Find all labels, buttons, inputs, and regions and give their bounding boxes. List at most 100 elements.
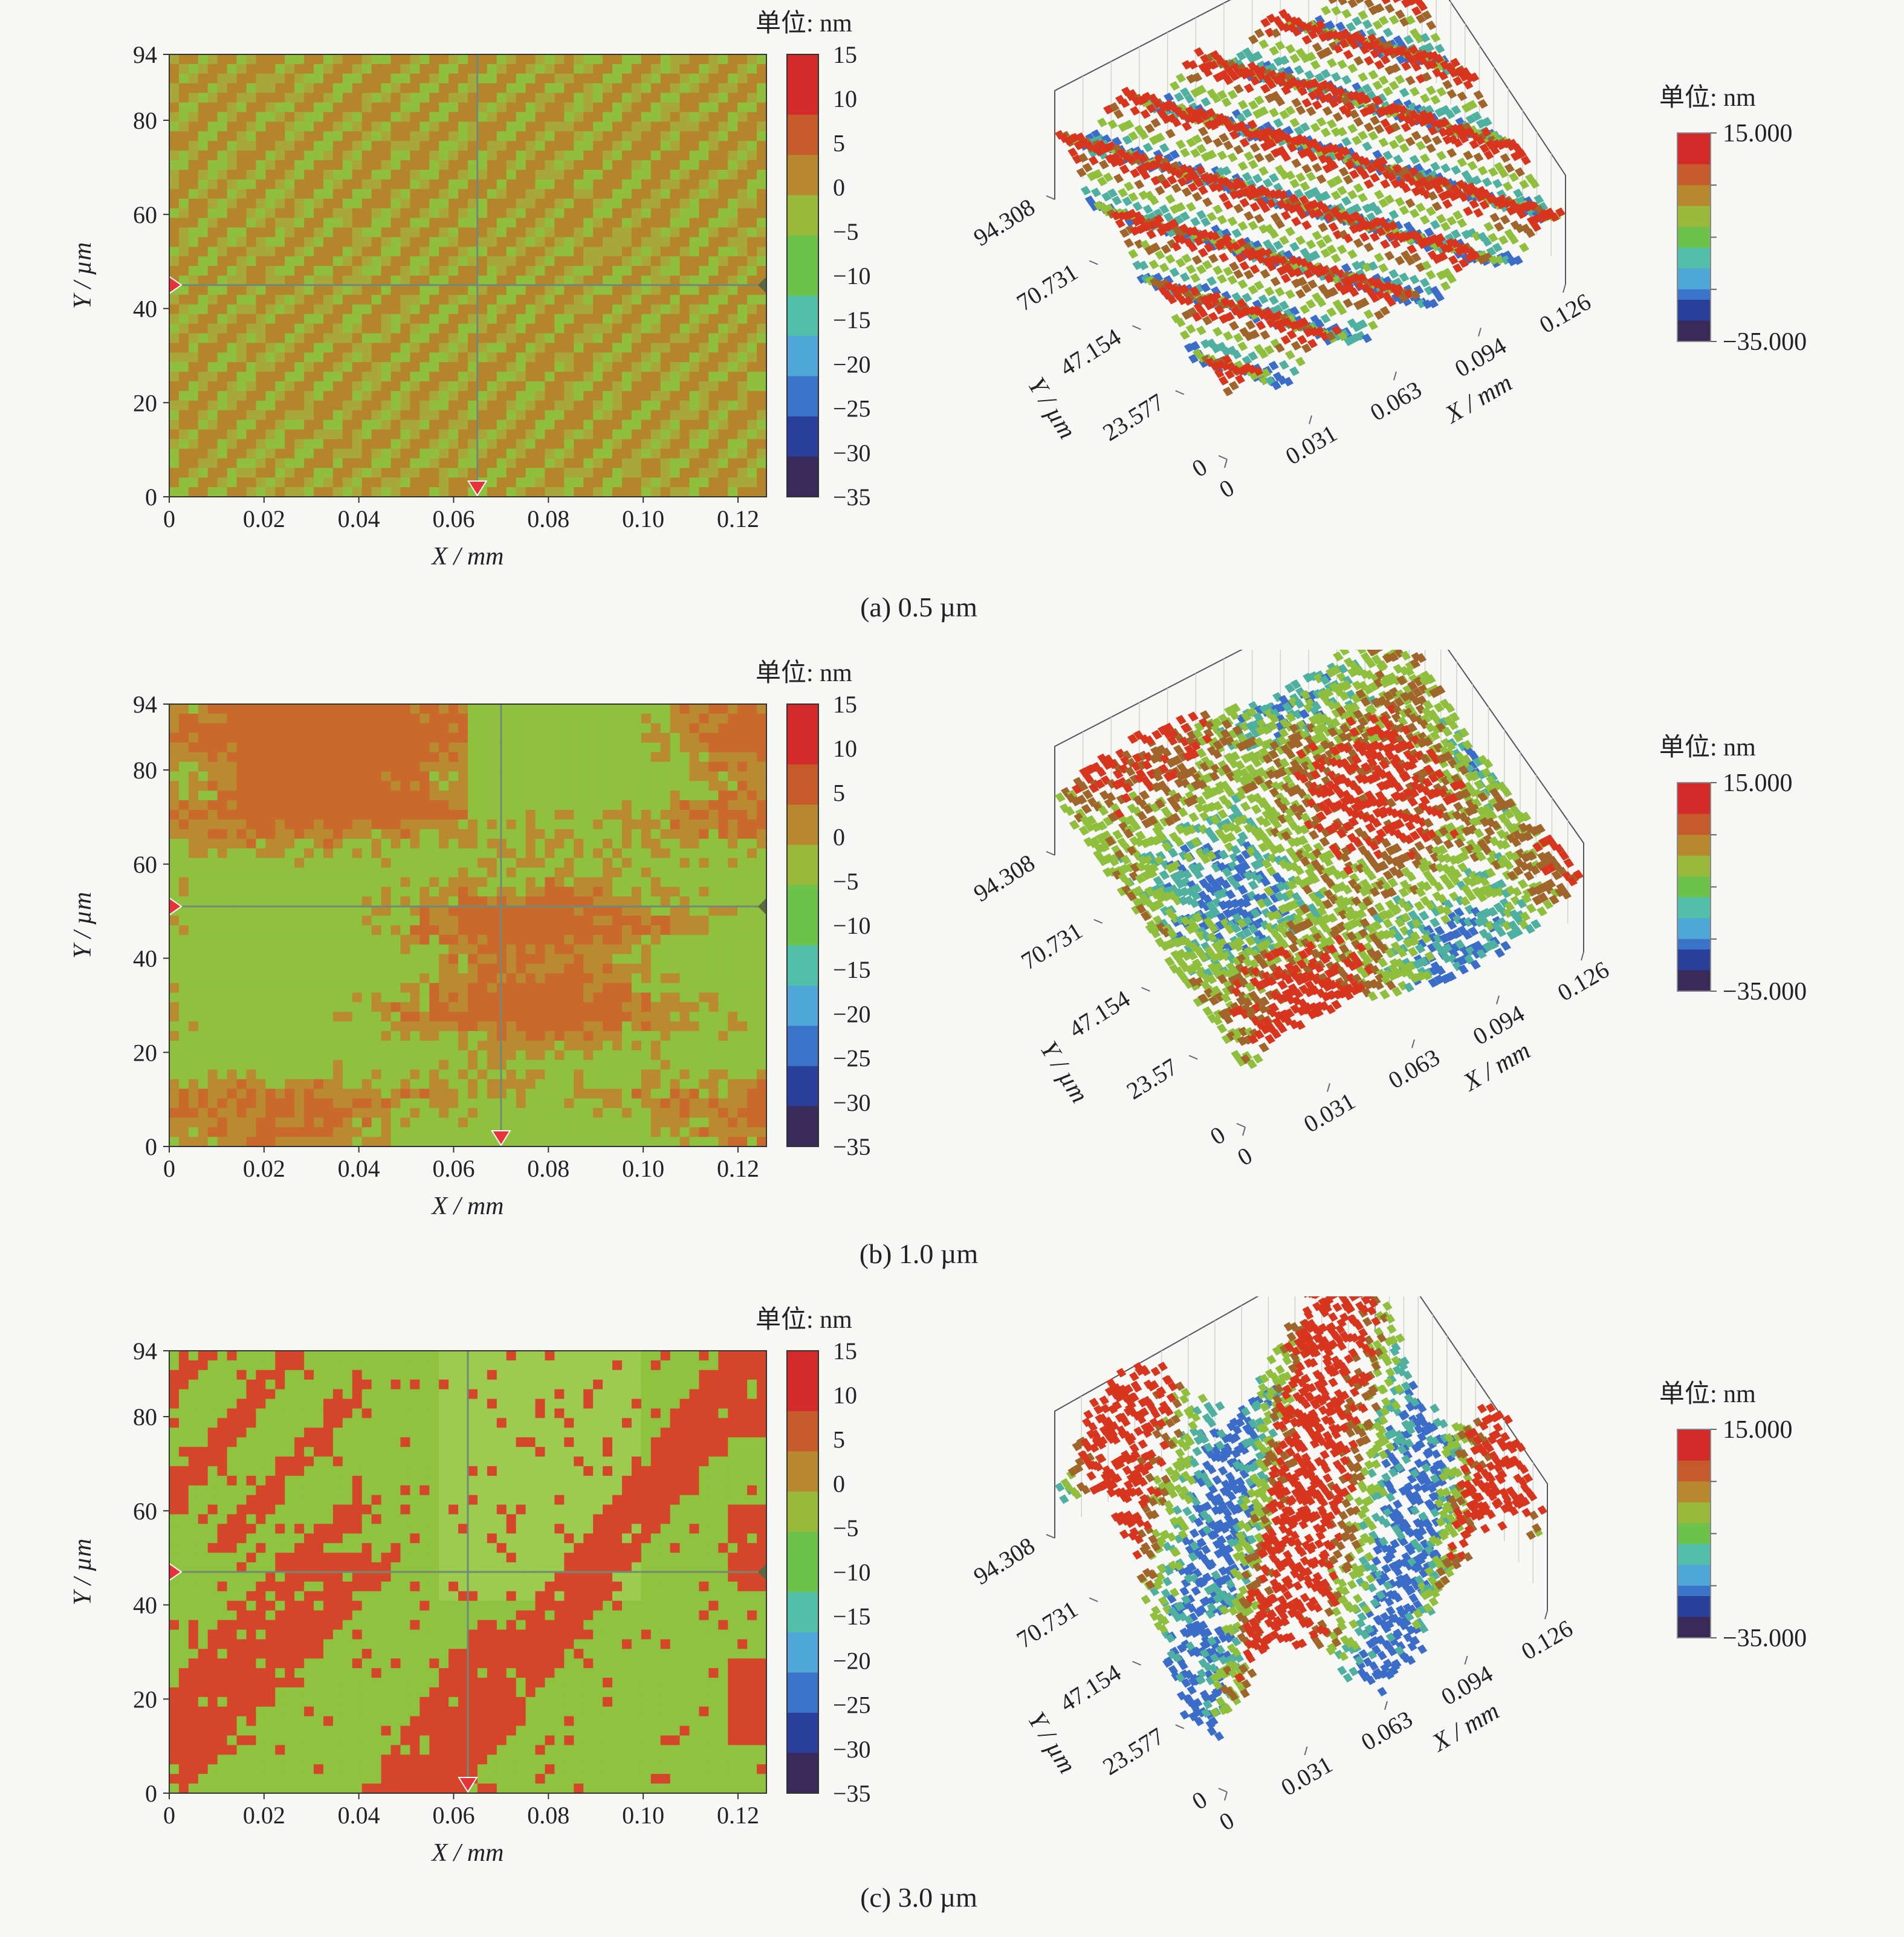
heatmap-cell (439, 170, 449, 180)
surface-facet (1289, 118, 1300, 128)
heatmap-cell (218, 237, 228, 247)
heatmap-cell (246, 295, 256, 305)
heatmap-cell (458, 93, 468, 103)
heatmap-cell (603, 487, 613, 497)
heatmap-cell (246, 276, 256, 286)
heatmap-cell (699, 362, 709, 372)
heatmap-cell (227, 285, 238, 296)
heatmap-cell (189, 285, 199, 296)
surface-facet (1364, 242, 1374, 252)
heatmap-cell (526, 141, 536, 151)
heatmap-cell (218, 112, 228, 122)
heatmap-cell (574, 276, 584, 286)
heatmap-cell (323, 324, 334, 334)
heatmap-cell (564, 285, 574, 296)
heatmap-cell (169, 160, 180, 170)
heatmap-cell (526, 54, 536, 65)
heatmap-cell (516, 247, 526, 257)
heatmap-cell (478, 54, 488, 65)
heatmap-cell (333, 189, 343, 199)
heatmap-cell (680, 343, 690, 353)
surface-facet (1233, 333, 1243, 343)
heatmap-cell (189, 218, 199, 228)
heatmap-cell (497, 160, 507, 170)
heatmap-cell (737, 305, 748, 315)
surface-facet (1134, 179, 1144, 189)
surface-facet (1295, 105, 1306, 115)
heatmap-cell (478, 141, 488, 151)
heatmap-cell (179, 209, 189, 219)
heatmap-cell (728, 256, 738, 267)
heatmap-cell (179, 439, 189, 450)
heatmap-cell (728, 218, 738, 228)
heatmap-cell (757, 237, 767, 247)
heatmap-cell (487, 131, 497, 141)
surface-facet (1306, 239, 1316, 249)
heatmap-cell (554, 468, 565, 478)
heatmap-cell (632, 468, 642, 478)
heatmap-cell (583, 93, 594, 103)
heatmap-cell (169, 468, 180, 478)
heatmap-cell (362, 458, 372, 468)
heatmap-cell (622, 74, 632, 84)
heatmap-cell (728, 141, 738, 151)
heatmap-cell (583, 237, 594, 247)
heatmap-cell (352, 141, 363, 151)
heatmap-cell (304, 170, 314, 180)
heatmap-cell (218, 362, 228, 372)
heatmap-cell (536, 448, 546, 459)
surface-facet (1192, 192, 1202, 202)
surface-facet (1285, 44, 1295, 54)
heatmap-cell (410, 131, 420, 141)
heatmap-cell (227, 401, 238, 411)
heatmap-cell (410, 439, 420, 450)
heatmap-cell (564, 391, 574, 401)
heatmap-cell (304, 199, 314, 209)
heatmap-cell (391, 227, 401, 238)
heatmap-cell (661, 170, 671, 180)
heatmap-cell (728, 430, 738, 440)
heatmap-cell (641, 439, 652, 450)
heatmap-cell (612, 448, 623, 459)
heatmap-cell (294, 209, 305, 219)
heatmap-cell (680, 247, 690, 257)
heatmap-cell (410, 372, 420, 382)
heatmap-cell (410, 295, 420, 305)
surface-facet (1473, 152, 1483, 162)
heatmap-cell (536, 121, 546, 132)
surface-facet (1430, 95, 1440, 105)
heatmap-cell (497, 401, 507, 411)
heatmap-cell (275, 439, 285, 450)
heatmap-cell (439, 372, 449, 382)
heatmap-cell (526, 112, 536, 122)
heatmap-cell (362, 83, 372, 94)
heatmap-cell (458, 295, 468, 305)
heatmap-cell (737, 218, 748, 228)
heatmap-cell (554, 237, 565, 247)
surface-facet (1347, 250, 1358, 259)
heatmap-cell (545, 160, 555, 170)
heatmap-cell (612, 276, 623, 286)
heatmap-cell (323, 103, 334, 113)
heatmap-cell (256, 381, 266, 392)
heatmap-cell (661, 131, 671, 141)
heatmap-cell (487, 150, 497, 161)
heatmap-cell (237, 189, 247, 199)
heatmap-cell (737, 170, 748, 180)
heatmap-cell (294, 237, 305, 247)
heatmap-cell (448, 160, 459, 170)
heatmap-cell (218, 93, 228, 103)
heatmap-cell (661, 430, 671, 440)
heatmap-cell (497, 256, 507, 267)
heatmap-cell (419, 487, 430, 497)
heatmap-cell (391, 74, 401, 84)
heatmap-cell (737, 199, 748, 209)
heatmap-cell (564, 477, 574, 488)
heatmap-cell (612, 209, 623, 219)
heatmap-cell (612, 391, 623, 401)
heatmap-cell (641, 64, 652, 74)
heatmap-cell (757, 179, 767, 190)
heatmap-cell (285, 227, 295, 238)
heatmap-cell (323, 420, 334, 430)
surface-facet (1239, 261, 1249, 271)
